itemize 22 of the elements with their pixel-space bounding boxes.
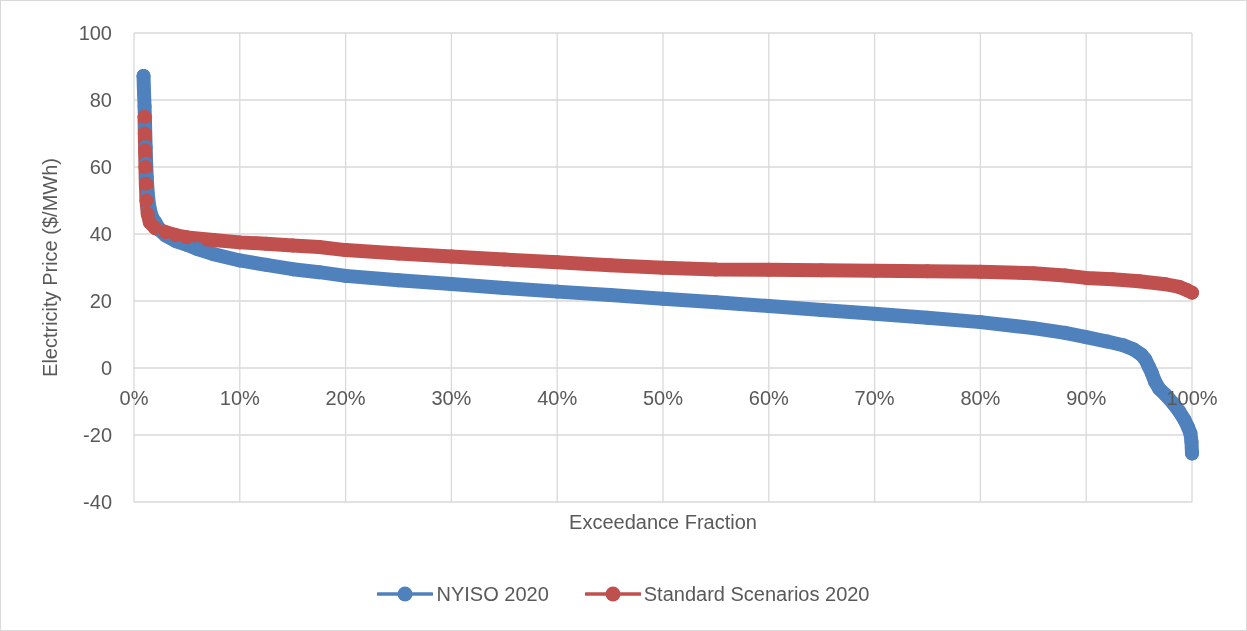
- y-tick-label: 80: [89, 89, 112, 112]
- x-tick-label: 30%: [431, 387, 472, 409]
- x-tick-label: 50%: [642, 387, 684, 409]
- y-tick-label: -40: [83, 491, 112, 514]
- x-tick-label: 10%: [219, 387, 261, 409]
- y-tick-label: 20: [89, 290, 112, 313]
- x-tick-label: 80%: [960, 387, 1001, 409]
- y-tick-label: 100: [78, 22, 112, 45]
- legend-label: Standard Scenarios 2020: [643, 582, 870, 605]
- x-tick-label: 0%: [119, 387, 149, 409]
- x-tick-label: 40%: [537, 387, 578, 409]
- x-tick-label: 20%: [325, 387, 366, 409]
- y-tick-label: -20: [83, 424, 112, 447]
- y-tick-label: 60: [89, 156, 112, 179]
- x-tick-label: 70%: [854, 387, 895, 409]
- y-tick-label: 40: [89, 223, 112, 246]
- y-axis-title: Electricity Price ($/MWh): [39, 158, 61, 377]
- y-tick-label: 0: [100, 357, 112, 380]
- x-tick-label: 60%: [748, 387, 790, 409]
- x-tick-label: 90%: [1066, 387, 1107, 409]
- x-axis-title: Exceedance Fraction: [569, 511, 757, 534]
- legend-label: NYISO 2020: [436, 582, 549, 605]
